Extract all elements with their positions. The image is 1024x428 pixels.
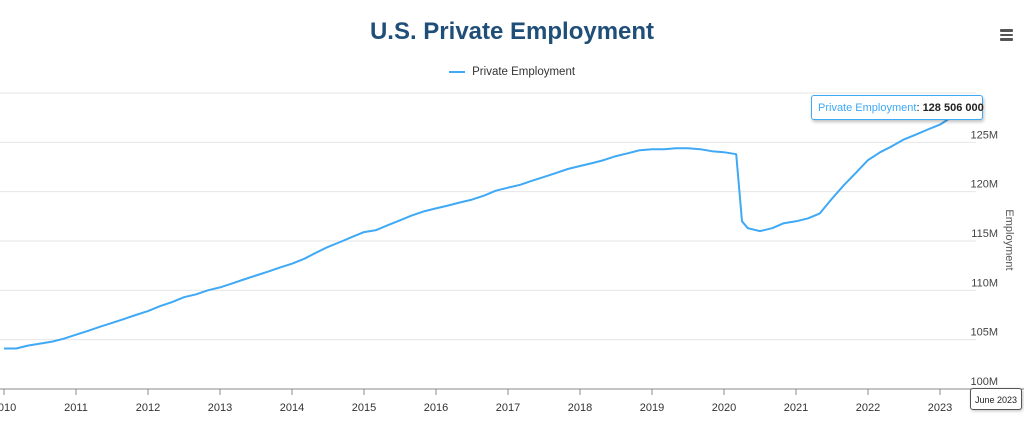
series-private-employment: [4, 99, 979, 350]
y-tick-label: 115M: [971, 228, 998, 240]
date-tooltip: June 2023: [970, 388, 1022, 410]
x-tick-label: 2011: [64, 402, 88, 414]
series-line[interactable]: [4, 106, 971, 350]
x-tick-label: 2016: [424, 402, 448, 414]
x-tick-label: 2012: [136, 402, 160, 414]
x-tick-label: 2010: [0, 402, 16, 414]
value-tooltip: Private Employment: 128 506 000: [811, 95, 984, 120]
gridlines: [0, 92, 976, 341]
y-tick-label: 100M: [970, 376, 998, 388]
tooltip-series-name: Private Employment: [818, 102, 917, 114]
legend-label: Private Employment: [472, 66, 576, 78]
x-tick-label: 2021: [784, 402, 808, 414]
y-axis-tick-labels: 100M 105M 110M 115M 120M 125M: [970, 129, 998, 388]
x-tick-label: 2019: [640, 402, 664, 414]
y-tick-label: 120M: [970, 179, 998, 191]
legend-line-swatch: [448, 70, 465, 73]
x-tick-label: 2023: [928, 402, 952, 414]
x-tick-label: 2015: [352, 402, 376, 414]
tooltip-value: 128 506 000: [922, 102, 984, 114]
chart-title: U.S. Private Employment: [369, 18, 655, 45]
hamburger-menu-icon[interactable]: [994, 22, 1018, 46]
y-tick-label: 105M: [970, 327, 998, 339]
y-axis-title: Employment: [1003, 209, 1015, 271]
y-tick-label: 110M: [971, 277, 998, 289]
legend[interactable]: Private Employment: [0, 66, 1024, 78]
x-tick-label: 2020: [712, 402, 736, 414]
x-tick-label: 2022: [856, 402, 880, 414]
y-tick-label: 125M: [970, 129, 998, 141]
x-tick-label: 2017: [496, 402, 520, 414]
x-tick-label: 2014: [280, 402, 304, 414]
x-tick-label: 2018: [568, 402, 592, 414]
x-tick-label: 2013: [208, 402, 232, 414]
x-axis: 2010 2011 2012 2013 2014 2015 2016 2017 2018 2019…: [0, 388, 1024, 414]
